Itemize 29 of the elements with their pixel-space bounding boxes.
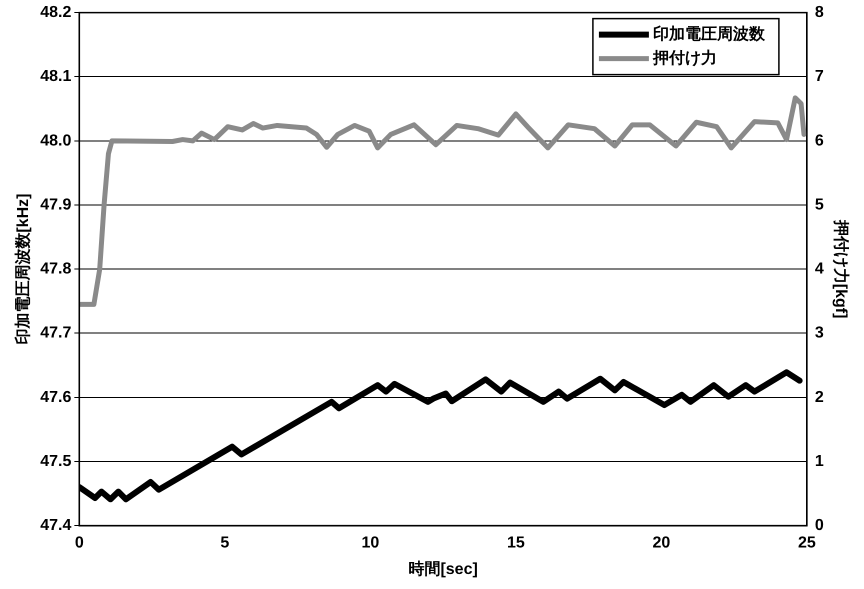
y-tick-label: 47.6 — [40, 388, 72, 406]
y2-axis-title: 押付け力[kgf] — [832, 218, 850, 318]
y-tick-label: 47.9 — [40, 196, 72, 214]
legend-label: 印加電圧周波数 — [652, 25, 766, 44]
x-tick-label: 10 — [361, 534, 380, 552]
y2-tick-label: 0 — [814, 517, 824, 534]
x-tick-label: 25 — [798, 534, 816, 552]
y2-tick-label: 8 — [814, 4, 824, 22]
y2-tick-label: 7 — [814, 68, 824, 86]
y-tick-label: 48.0 — [40, 132, 72, 150]
x-tick-label: 0 — [74, 534, 84, 552]
y-tick-label: 47.7 — [40, 324, 72, 342]
y-tick-label: 48.1 — [40, 68, 72, 86]
y2-tick-label: 2 — [814, 388, 824, 406]
y-tick-label: 47.8 — [40, 260, 72, 278]
x-tick-label: 20 — [652, 534, 670, 552]
y2-tick-label: 3 — [814, 324, 824, 342]
y2-tick-label: 4 — [814, 260, 824, 278]
y2-tick-label: 6 — [814, 132, 824, 150]
y-axis-title: 印加電圧周波数[kHz] — [14, 194, 32, 345]
x-axis-title: 時間[sec] — [408, 560, 478, 578]
x-tick-label: 15 — [506, 534, 525, 552]
legend-label: 押付け力 — [652, 49, 717, 68]
y2-tick-label: 1 — [814, 452, 824, 470]
y-tick-label: 47.5 — [40, 452, 72, 470]
x-tick-label: 5 — [220, 534, 230, 552]
y-tick-label: 47.4 — [40, 517, 72, 534]
y-tick-label: 48.2 — [40, 4, 72, 22]
y2-tick-label: 5 — [814, 196, 824, 214]
